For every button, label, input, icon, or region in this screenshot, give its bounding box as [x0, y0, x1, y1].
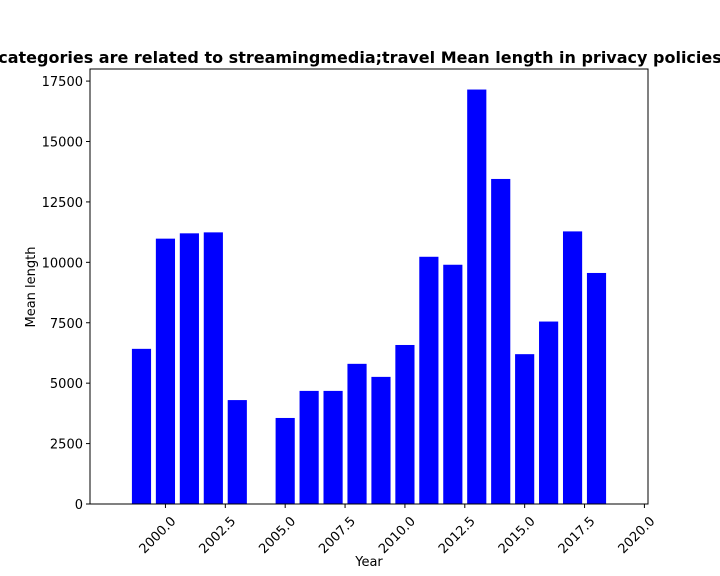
x-tick-label: 2002.5 [196, 514, 239, 557]
y-tick-label: 7500 [50, 317, 83, 332]
bar-2010 [395, 344, 415, 504]
bar-2006 [299, 390, 319, 504]
y-tick-label: 12500 [42, 196, 83, 211]
y-axis-title: Mean length [24, 247, 39, 328]
bar-2016 [539, 321, 559, 504]
x-tick-label: 2000.0 [137, 514, 180, 557]
bar-2014 [491, 178, 511, 505]
y-tick-label: 2500 [50, 438, 83, 453]
bar-2018 [586, 272, 607, 504]
bar-2001 [179, 233, 199, 505]
bar-1999 [131, 348, 152, 504]
x-tick-label: 2017.5 [556, 514, 599, 557]
x-axis-title: Year [354, 555, 383, 570]
y-tick-label: 10000 [42, 256, 83, 271]
bar-2012 [443, 264, 463, 504]
bar-2007 [323, 390, 343, 504]
y-tick-label: 5000 [50, 377, 83, 392]
bar-2013 [467, 89, 487, 505]
bar-2008 [347, 363, 367, 504]
x-tick-label: 2020.0 [616, 514, 659, 557]
bars-group [131, 89, 607, 505]
x-tick-label: 2012.5 [436, 514, 479, 557]
plot-frame [89, 68, 649, 505]
bar-2009 [371, 376, 391, 504]
bar-2003 [227, 400, 247, 504]
y-tick-label: 17500 [42, 75, 83, 90]
chart-title: categories are related to streamingmedia… [0, 48, 720, 67]
x-tick-label: 2015.0 [496, 514, 539, 557]
bar-2000 [155, 238, 176, 504]
bar-2005 [275, 417, 295, 504]
y-axis: 0 2500 5000 7500 10000 12500 15000 17500 [42, 75, 90, 513]
bar-2015 [515, 354, 535, 504]
y-tick-label: 0 [75, 498, 83, 513]
bar-2011 [419, 256, 439, 504]
bar-2002 [203, 232, 223, 504]
x-tick-label: 2010.0 [376, 514, 419, 557]
bar-2017 [562, 231, 583, 504]
x-tick-label: 2005.0 [256, 514, 299, 557]
x-tick-label: 2007.5 [316, 514, 359, 557]
y-tick-label: 15000 [42, 136, 83, 151]
x-axis: 2000.0 2002.5 2005.0 2007.5 2010.0 2012.5 2015… [137, 504, 659, 557]
